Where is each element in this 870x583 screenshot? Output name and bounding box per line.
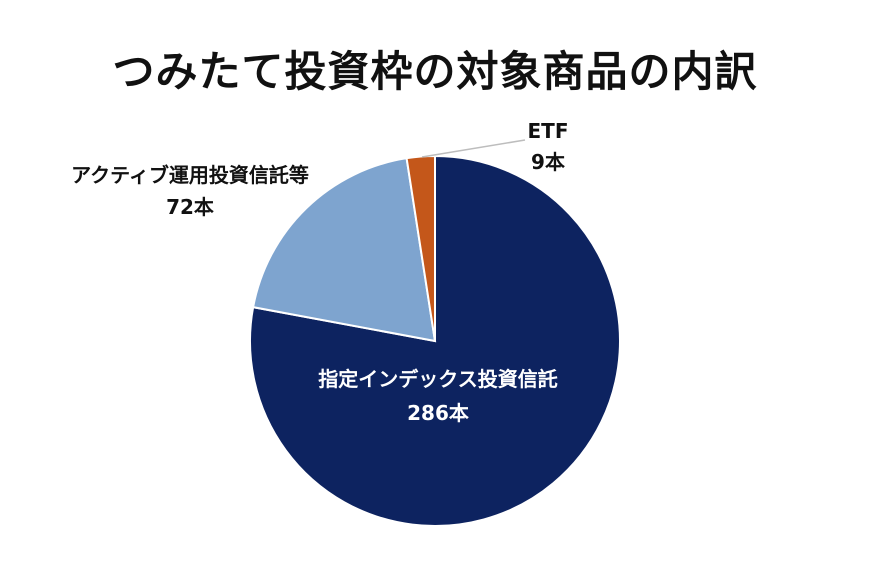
slice-label-index-value: 286本	[407, 401, 469, 425]
slice-index-funds	[249, 154, 621, 527]
leader-lines	[421, 139, 526, 158]
slice-label-etf-name: ETF	[528, 119, 569, 143]
slice-label-active-value: 72本	[166, 195, 214, 219]
slice-label-etf-value: 9本	[531, 150, 565, 174]
slice-label-index-name: 指定インデックス投資信託	[318, 367, 557, 391]
slice-etf	[405, 154, 436, 342]
etf-leader-line	[421, 139, 526, 158]
chart-title: つみたて投資枠の対象商品の内訳	[112, 47, 758, 96]
slice-active-funds	[251, 157, 437, 343]
pie-slices	[249, 154, 621, 527]
slice-label-active-name: アクティブ運用投資信託等	[71, 163, 309, 187]
